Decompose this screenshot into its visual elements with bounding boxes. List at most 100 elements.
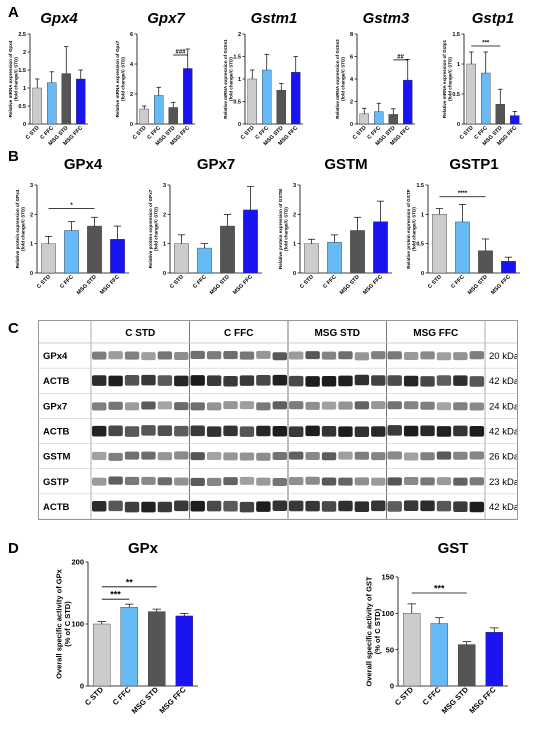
blot-group-label: C FFC [224,328,253,339]
blot-band [403,452,419,461]
blot-band [223,425,238,437]
blot-band [371,500,386,512]
blot-band [436,426,452,437]
bar-c-ffc [327,241,342,274]
blot-band [289,375,304,387]
blot-band [223,452,238,461]
blot-band [256,477,271,486]
blot-band [190,477,205,486]
y-tick-label: 3 [163,183,166,189]
bar-c-std [41,243,56,274]
blot-band [92,425,107,437]
x-tick-label: C STD [83,685,106,708]
y-tick-label: 1 [30,242,33,248]
chart-title: Gstp1 [472,10,515,27]
chart-gstp1: Gstp1 Relative mRNA expression of Gstp1(f… [442,10,522,147]
blot-kda-label: 42 kDa [489,502,517,513]
blot-band [371,426,386,437]
panel-letter-b: B [8,148,19,165]
significance-label: *** [110,590,121,600]
blot-band [436,402,452,411]
x-tick-label: MSG FFC [490,274,512,296]
blot-band [403,425,419,437]
y-axis-label: Relative protein expression of GPx7(fold… [148,189,158,268]
chart-gpx4: Gpx4 Relative mRNA expression of Gpx4(fol… [8,10,88,147]
blot-band [436,375,452,386]
bar-c-std [93,623,111,687]
blot-row-label: ACTB [43,427,70,438]
blot-band [321,477,337,486]
bar-msg-ffc [510,115,520,125]
bar-c-ffc [455,221,470,274]
y-tick-label: 0 [163,271,166,277]
bar-c-ffc [430,623,448,687]
y-axis-label: Relative protein expression of GSTP(fold… [406,189,416,268]
blot-band [157,452,173,461]
blot-band [453,477,468,486]
blot-kda-label: 26 kDa [489,452,517,463]
bar-c-std [247,78,257,125]
blot-band [272,500,287,512]
blot-band [174,451,189,460]
blot-band [420,401,435,410]
y-tick-label: 100 [71,620,84,629]
blot-band [174,477,189,486]
y-tick-label: 0 [293,271,296,277]
blot-band [157,477,173,486]
x-tick-label: MSG STD [467,274,489,296]
blot-band [256,452,271,461]
blot-band [206,426,222,437]
bar-msg-std [495,103,505,125]
blot-band [206,477,222,486]
y-tick-label: 1 [421,212,424,218]
blot-band [321,401,337,410]
blot-band [239,501,255,513]
blot-band [124,402,140,411]
blot-band [321,426,337,437]
blot-band [469,426,484,437]
blot-band [305,425,320,437]
bar-c-std [359,113,369,125]
y-axis-label: Relative mRNA expression of Gpx7(fold ch… [115,40,125,117]
x-tick-label: C FFC [192,274,208,290]
bar-msg-ffc [175,615,193,687]
blot-band [272,352,287,361]
y-axis-label: Relative mRNA expression of Gstp1(fold c… [442,39,452,118]
blot-band [239,452,255,461]
blot-band [338,426,353,437]
blot-band [124,501,140,513]
blot-band [305,500,320,512]
y-tick-label: 2 [350,99,353,105]
y-tick-label: 1 [23,86,26,92]
blot-band [92,402,107,411]
blot-band [387,375,402,386]
blot-band [321,375,337,387]
y-tick-label: 50 [386,645,394,654]
significance-label: ** [126,577,134,587]
y-tick-label: 4 [350,77,354,83]
x-tick-label: C STD [25,125,41,141]
blot-band [387,451,402,460]
western-blot: C STD C FFC MSG STD MSG FFC GPx4 20 kDa ACTB 42… [38,320,520,520]
blot-band [371,477,386,486]
blot-band [108,375,123,387]
blot-band [453,352,468,361]
y-tick-label: 0.5 [416,242,424,248]
blot-kda-label: 20 kDa [489,351,517,362]
blot-band [354,477,370,486]
blot-band [436,500,452,512]
blot-band [206,402,222,411]
blot-band [157,375,173,386]
bar-c-ffc [481,72,491,125]
blot-row-label: ACTB [43,376,70,387]
bar-msg-ffc [183,68,193,125]
x-tick-label: MSG STD [76,274,98,296]
y-axis-label: Relative protein expression of GSTM(fold… [278,189,288,269]
y-tick-label: 0 [30,271,33,277]
blot-band [321,351,337,360]
y-tick-label: 0.5 [18,104,26,110]
chart-gstm3: Gstm3 Relative mRNA expression of Gstm3(f… [335,10,415,147]
blot-band [256,501,271,512]
x-tick-label: C STD [169,274,185,290]
